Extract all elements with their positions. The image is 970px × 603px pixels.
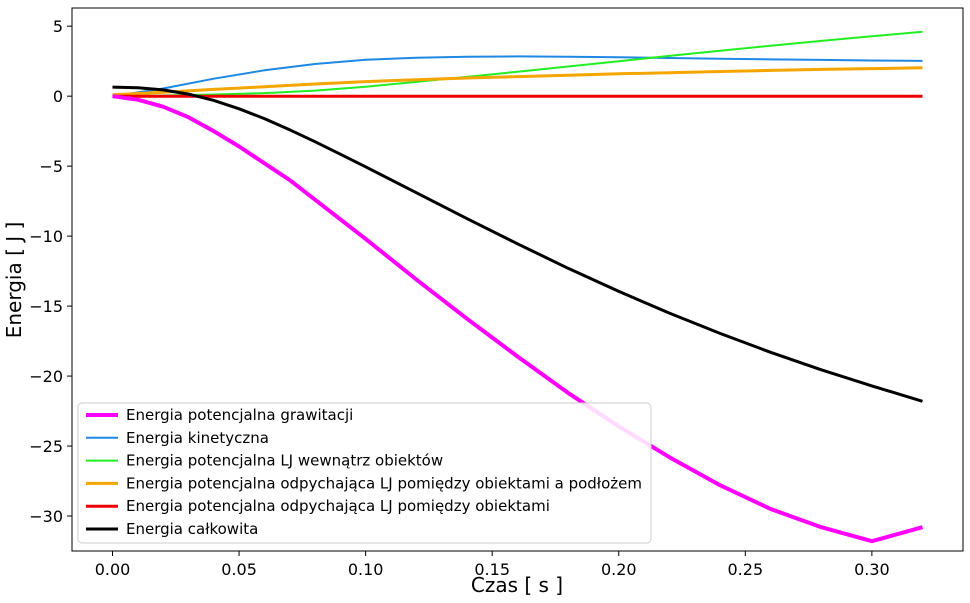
- legend-label-2: Energia kinetyczna: [126, 429, 269, 447]
- plot-lines: [112, 30, 924, 544]
- y-tick-label: −20: [29, 367, 63, 386]
- x-tick-label: 0.30: [854, 560, 890, 579]
- x-tick-label: 0.25: [728, 560, 764, 579]
- x-tick-label: 0.00: [95, 560, 131, 579]
- y-tick-label: −10: [29, 227, 63, 246]
- legend: Energia potencjalna grawitacji Energia ki…: [77, 402, 652, 544]
- legend-label-6: Energia całkowita: [126, 520, 258, 538]
- x-tick-label: 0.20: [601, 560, 637, 579]
- legend-box: [77, 402, 652, 544]
- y-tick-label: 0: [53, 87, 63, 106]
- series-line-3: [112, 30, 923, 98]
- series-line-1: [112, 94, 924, 544]
- series-line-2: [112, 55, 923, 98]
- legend-label-4: Energia potencjalna odpychająca LJ pomię…: [126, 474, 642, 492]
- x-axis-title: Czas [ s ]: [471, 573, 563, 597]
- x-tick-label: 0.05: [221, 560, 257, 579]
- x-axis-ticks: 0.00 0.05 0.10 0.15 0.20 0.25 0.30: [95, 551, 890, 579]
- y-tick-label: −15: [29, 297, 63, 316]
- y-axis-ticks: 5 0 −5 −10 −15 −20 −25 −30: [29, 17, 72, 526]
- y-tick-label: −25: [29, 437, 63, 456]
- legend-label-1: Energia potencjalna grawitacji: [126, 406, 353, 424]
- y-tick-label: −5: [39, 157, 63, 176]
- x-tick-label: 0.15: [474, 560, 510, 579]
- y-tick-label: 5: [53, 17, 63, 36]
- plot-frame: [71, 7, 964, 552]
- x-tick-label: 0.10: [348, 560, 384, 579]
- legend-label-3: Energia potencjalna LJ wewnątrz obiektów: [126, 452, 443, 470]
- series-line-4: [112, 66, 923, 97]
- y-tick-label: −30: [29, 507, 63, 526]
- series-line-6: [112, 85, 923, 403]
- legend-label-5: Energia potencjalna odpychająca LJ pomię…: [126, 497, 550, 515]
- y-axis-title: Energia [ J ]: [2, 222, 26, 339]
